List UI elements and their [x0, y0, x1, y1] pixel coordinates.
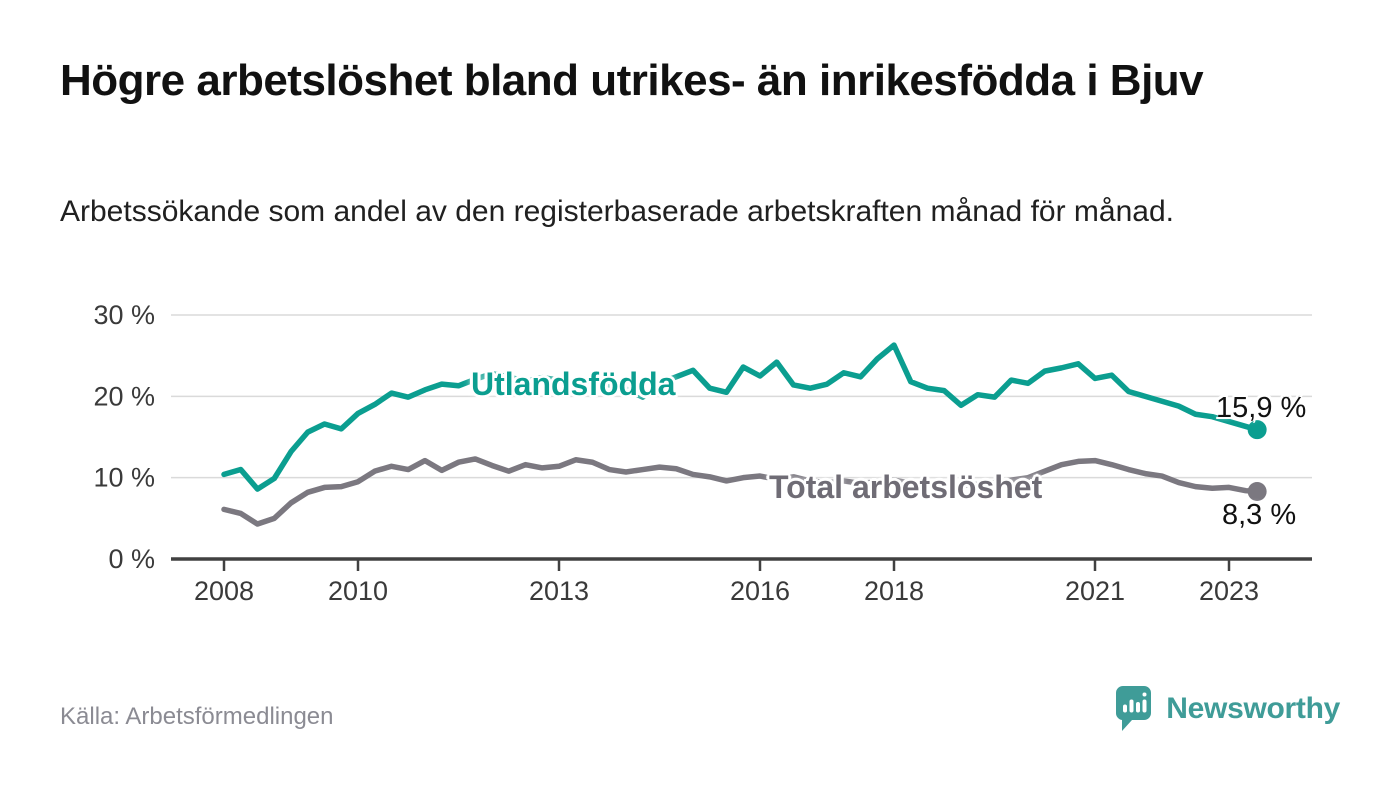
total-arbetsloshet-line [221, 456, 1260, 527]
series-label-utlandsfodda: Utlandsfödda [471, 366, 676, 402]
x-tick-label: 2016 [730, 576, 790, 606]
series-label-total-arbetsloshet: Total arbetslöshet [769, 469, 1043, 505]
y-tick-label: 20 % [93, 381, 155, 411]
x-tick-label: 2018 [864, 576, 924, 606]
x-tick-label: 2010 [328, 576, 388, 606]
source-note: Källa: Arbetsförmedlingen [60, 703, 334, 730]
y-tick-label: 0 % [108, 544, 155, 574]
chart-subtitle: Arbetssökande som andel av den registerb… [60, 195, 1174, 228]
utlandsfodda-end-dot [1247, 420, 1267, 440]
total-end-dot [1247, 481, 1267, 501]
y-tick-label: 10 % [93, 463, 155, 493]
x-tick-label: 2013 [529, 576, 589, 606]
newsworthy-bubble-chart-icon [1115, 686, 1152, 732]
page-title: Högre arbetslöshet bland utrikes- än inr… [60, 56, 1204, 105]
brand-name: Newsworthy [1166, 692, 1340, 725]
y-tick-label: 30 % [93, 300, 155, 330]
end-value-label-total: 8,3 % [1222, 499, 1297, 531]
x-tick-label: 2021 [1065, 576, 1125, 606]
end-value-label-utlandsfodda: 15,9 % [1216, 392, 1307, 424]
x-tick-label: 2023 [1199, 576, 1259, 606]
brand-logo-lockup: Newsworthy [1115, 686, 1340, 732]
x-tick-label: 2008 [194, 576, 254, 606]
utlandsfodda-line [221, 342, 1260, 492]
